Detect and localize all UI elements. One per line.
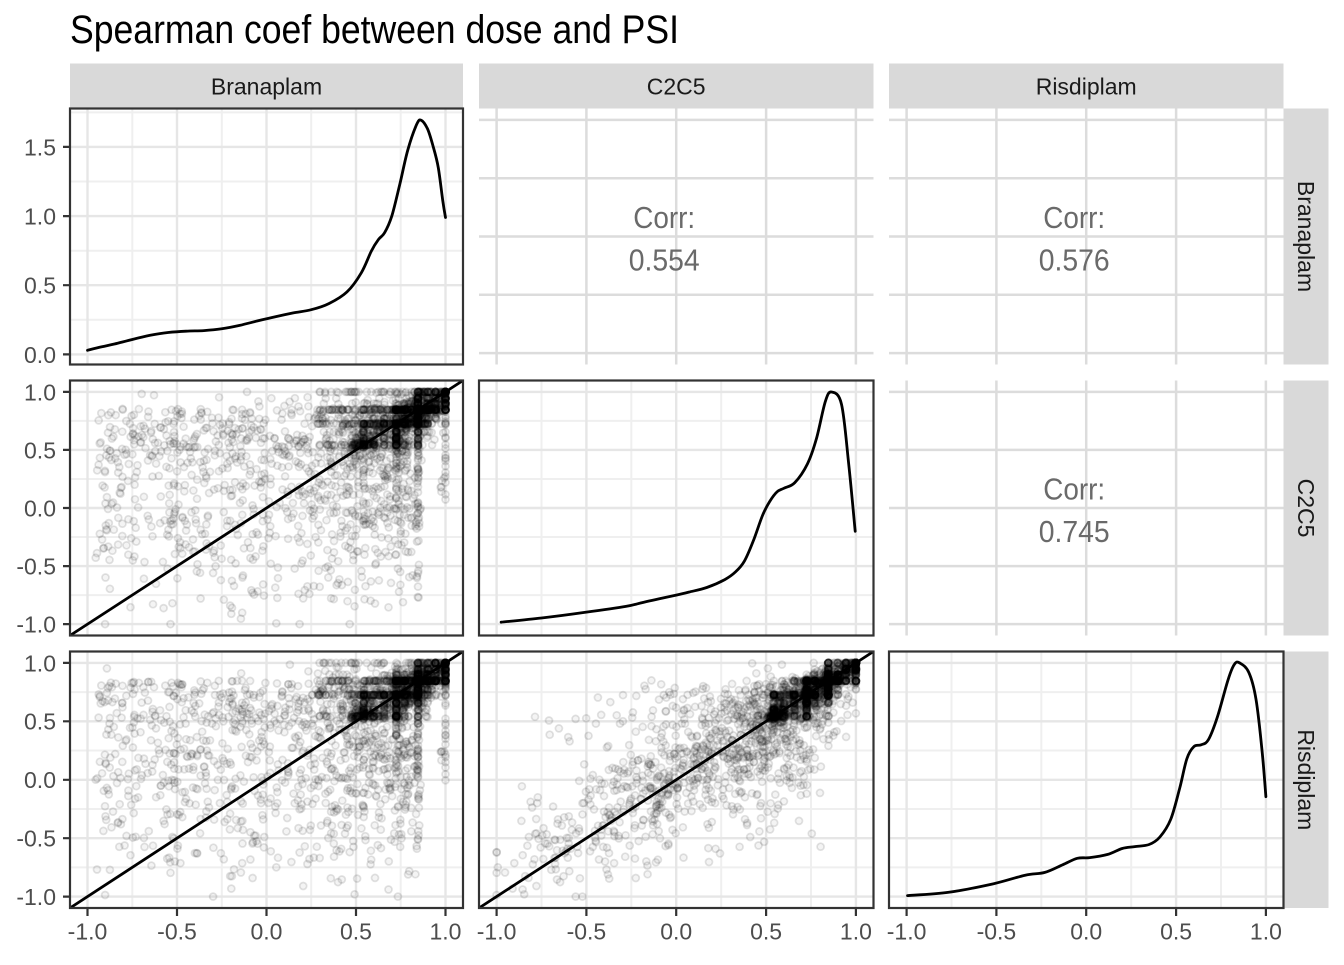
svg-text:0.0: 0.0	[660, 919, 692, 945]
svg-text:Branaplam: Branaplam	[1293, 181, 1319, 292]
svg-text:-0.5: -0.5	[567, 919, 607, 945]
svg-text:0.5: 0.5	[340, 919, 372, 945]
svg-text:-0.5: -0.5	[977, 919, 1017, 945]
svg-text:0.745: 0.745	[1039, 514, 1110, 549]
svg-text:1.0: 1.0	[24, 650, 56, 676]
svg-text:1.0: 1.0	[24, 379, 56, 405]
svg-text:0.0: 0.0	[24, 767, 56, 793]
svg-text:1.5: 1.5	[24, 134, 56, 160]
svg-text:1.0: 1.0	[1250, 919, 1282, 945]
svg-text:-1.0: -1.0	[16, 612, 56, 638]
svg-text:0.554: 0.554	[629, 243, 700, 278]
svg-text:1.0: 1.0	[840, 919, 872, 945]
svg-text:-0.5: -0.5	[16, 826, 56, 852]
svg-text:0.0: 0.0	[24, 495, 56, 521]
svg-text:Risdiplam: Risdiplam	[1293, 729, 1319, 830]
svg-text:0.5: 0.5	[24, 437, 56, 463]
svg-text:Risdiplam: Risdiplam	[1036, 74, 1137, 100]
svg-text:0.0: 0.0	[251, 919, 283, 945]
svg-text:0.576: 0.576	[1039, 243, 1110, 278]
svg-text:-0.5: -0.5	[157, 919, 197, 945]
svg-text:0.5: 0.5	[750, 919, 782, 945]
svg-text:-1.0: -1.0	[68, 919, 108, 945]
svg-text:C2C5: C2C5	[1293, 479, 1319, 538]
svg-text:0.5: 0.5	[24, 709, 56, 735]
svg-text:-1.0: -1.0	[887, 919, 927, 945]
svg-text:Corr:: Corr:	[1043, 472, 1105, 507]
svg-text:C2C5: C2C5	[647, 74, 706, 100]
svg-text:-0.5: -0.5	[16, 554, 56, 580]
svg-text:-1.0: -1.0	[477, 919, 517, 945]
svg-text:Spearman coef between dose and: Spearman coef between dose and PSI	[70, 8, 679, 52]
svg-text:1.0: 1.0	[24, 204, 56, 230]
svg-text:0.0: 0.0	[1070, 919, 1102, 945]
svg-text:Corr:: Corr:	[633, 200, 695, 235]
svg-text:Branaplam: Branaplam	[211, 74, 322, 100]
svg-text:1.0: 1.0	[430, 919, 462, 945]
svg-text:Corr:: Corr:	[1043, 200, 1105, 235]
svg-text:0.5: 0.5	[1160, 919, 1192, 945]
svg-text:0.5: 0.5	[24, 273, 56, 299]
svg-text:-1.0: -1.0	[16, 884, 56, 910]
svg-text:0.0: 0.0	[24, 342, 56, 368]
